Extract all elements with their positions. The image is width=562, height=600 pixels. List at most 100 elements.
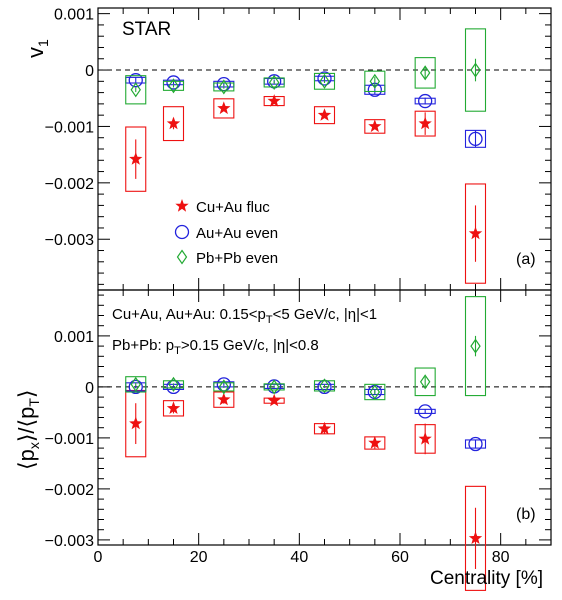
systematic-error-box [364, 383, 386, 401]
y-tick-label: −0.002 [45, 482, 94, 499]
data-point [129, 416, 143, 430]
systematic-error-box [125, 126, 147, 192]
data-point [418, 116, 432, 130]
data-point [369, 384, 381, 400]
data-point [470, 62, 481, 78]
data-point [368, 119, 382, 133]
x-tick-label: 0 [94, 549, 103, 566]
y-tick-label: 0.001 [54, 329, 94, 346]
data-point [418, 431, 432, 445]
series-au-au-even [125, 377, 487, 452]
data-point [267, 393, 281, 407]
data-point [130, 376, 141, 392]
data-point [419, 65, 431, 81]
data-point [168, 78, 179, 94]
y-tick-label: 0.001 [54, 7, 94, 24]
y-tick-label: −0.001 [45, 119, 94, 136]
data-point [166, 116, 181, 130]
systematic-error-box [313, 72, 336, 90]
data-point [468, 436, 483, 452]
data-point [268, 379, 280, 395]
data-point [369, 73, 381, 89]
systematic-error-box [313, 380, 336, 392]
y-tick-label: −0.001 [45, 431, 94, 448]
series-cu-au-fluc [125, 94, 487, 284]
data-point [166, 401, 181, 414]
data-point [418, 404, 433, 419]
systematic-error-box [162, 106, 185, 142]
data-point [368, 436, 382, 449]
systematic-error-box [414, 57, 436, 89]
systematic-error-box [213, 82, 235, 92]
data-point [128, 379, 143, 395]
data-point [468, 531, 483, 544]
data-point [218, 379, 230, 395]
legend-marker [175, 199, 189, 212]
legend-marker [176, 249, 188, 265]
x-axis-label: Centrality [%] [430, 568, 543, 589]
plot-frame [97, 7, 552, 291]
systematic-error-box [464, 485, 487, 591]
data-point [468, 226, 483, 240]
panel-b: 0.001 0 −0.001 −0.002 −0.003 (b) ⟨px⟩/⟨pT⟩ Cu+A… [14, 289, 552, 591]
y-axis-label: v1 [23, 39, 51, 58]
systematic-error-box [364, 70, 386, 93]
systematic-error-box [464, 183, 487, 284]
data-point [468, 131, 483, 146]
systematic-error-box [125, 75, 147, 105]
data-point [217, 392, 231, 406]
systematic-error-box [125, 376, 147, 393]
data-point [130, 82, 141, 98]
data-point [128, 73, 143, 88]
data-point [267, 94, 281, 107]
legend-label: Pb+Pb even [196, 250, 278, 267]
series-pb-pb-even [125, 296, 487, 401]
data-point [129, 152, 143, 165]
y-tick-label: −0.003 [45, 533, 94, 550]
x-axis: 0 20 40 60 80 [94, 549, 510, 566]
systematic-error-box [213, 98, 235, 119]
data-point [317, 71, 332, 86]
panel-label: (a) [516, 251, 536, 268]
data-point [418, 93, 433, 109]
data-point [268, 74, 280, 91]
x-tick-label: 20 [190, 549, 208, 566]
systematic-error-box [263, 383, 285, 391]
legend: Cu+Au fluc Au+Au even Pb+Pb even [174, 199, 278, 267]
legend-label: Au+Au even [196, 225, 278, 242]
systematic-error-box [162, 400, 185, 417]
systematic-error-box [464, 296, 487, 397]
y-axis-label: ⟨px⟩/⟨pT⟩ [14, 390, 42, 471]
x-tick-label: 60 [391, 549, 409, 566]
data-point [218, 79, 230, 95]
data-point [319, 378, 330, 394]
data-point [166, 75, 181, 90]
systematic-error-box [464, 28, 487, 112]
data-point [267, 74, 282, 89]
data-point [168, 376, 179, 392]
data-point [317, 421, 332, 435]
legend-label: Cu+Au fluc [196, 199, 270, 216]
legend-marker [174, 224, 190, 240]
systematic-error-box [263, 77, 285, 88]
y-tick-label: −0.003 [45, 232, 94, 249]
systematic-error-box [313, 106, 336, 125]
kinematic-cuts-annotation: Cu+Au, Au+Au: 0.15<pT<5 GeV/c, |η|<1 [112, 306, 377, 326]
kinematic-cuts-annotation: Pb+Pb: pT>0.15 GeV/c, |η|<0.8 [112, 337, 319, 357]
systematic-error-box [414, 367, 436, 397]
y-tick-label: 0 [85, 380, 94, 397]
y-tick-label: −0.002 [45, 176, 94, 193]
systematic-error-box [162, 80, 185, 91]
data-point [470, 338, 481, 354]
data-point [419, 374, 431, 390]
systematic-error-box [162, 380, 185, 389]
data-point [317, 108, 332, 121]
x-tick-label: 40 [290, 549, 308, 566]
systematic-error-box [213, 382, 235, 392]
chart-title: STAR [122, 19, 171, 40]
series-pb-pb-even [125, 28, 487, 112]
panel-label: (b) [516, 506, 536, 523]
y-tick-label: 0 [85, 63, 94, 80]
x-tick-label: 80 [492, 549, 510, 566]
